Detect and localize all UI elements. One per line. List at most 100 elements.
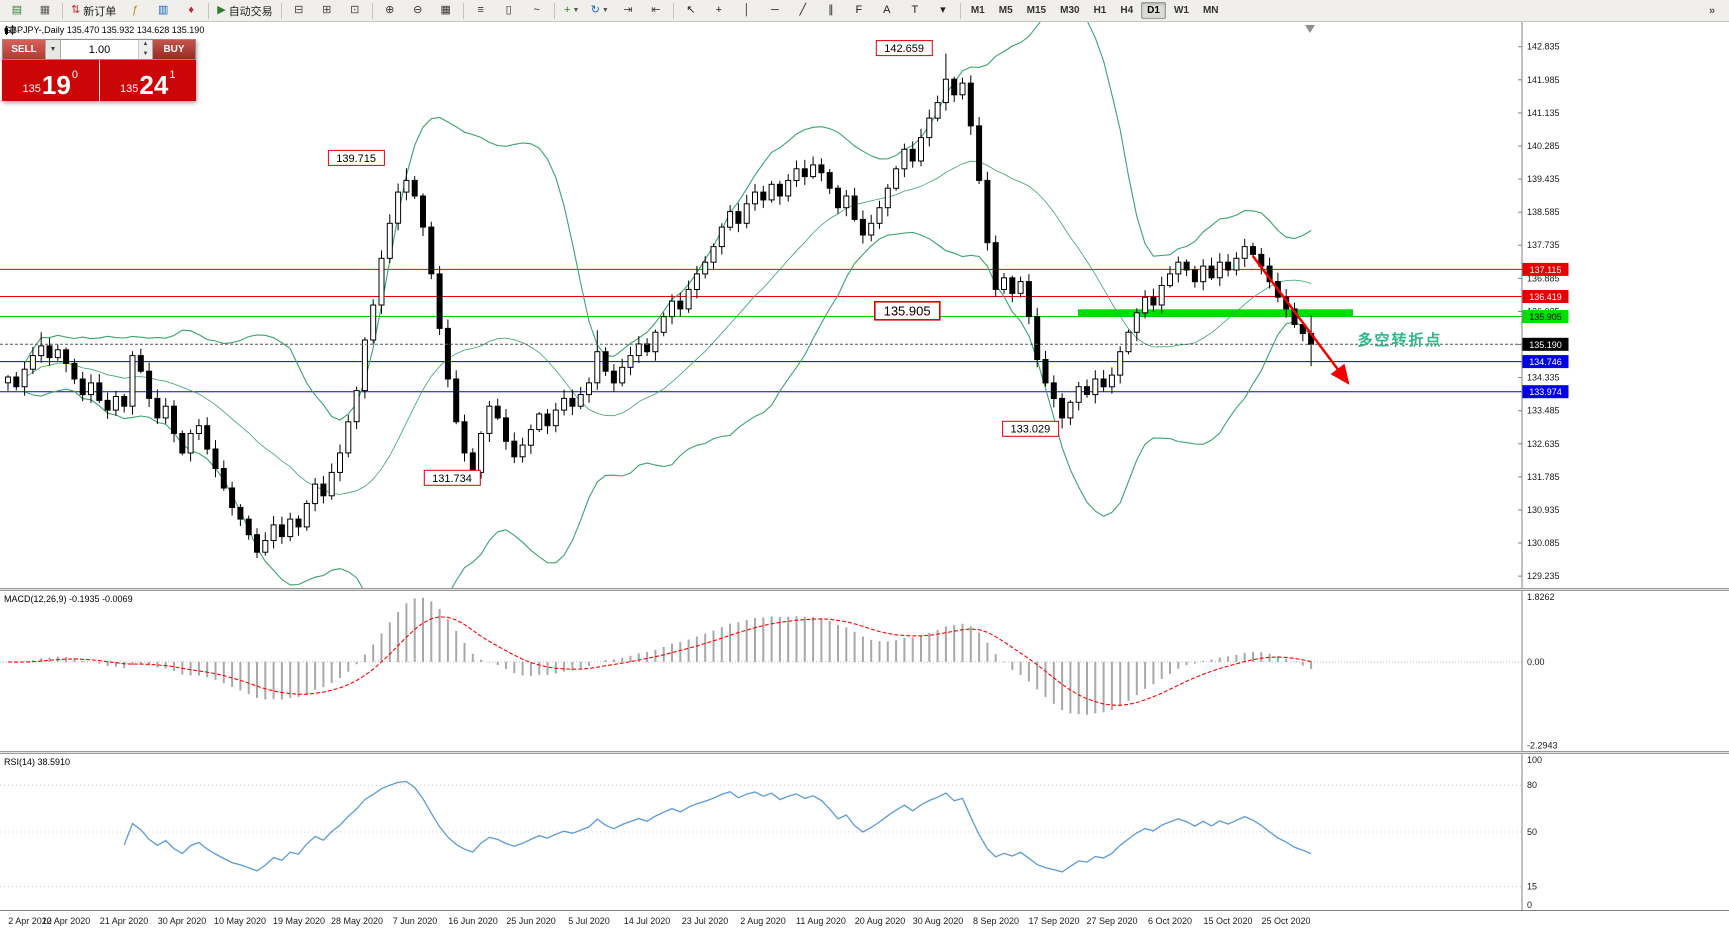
vertical-line-button[interactable]: │: [734, 1, 760, 21]
timeframe-d1-button[interactable]: D1: [1141, 2, 1166, 19]
date-label: 21 Apr 2020: [99, 916, 149, 926]
autotrading-icon: ▶: [217, 4, 226, 16]
svg-text:133.029: 133.029: [1011, 424, 1051, 436]
fibonacci-button[interactable]: F: [846, 1, 872, 21]
timeframe-m15-button[interactable]: M15: [1026, 5, 1047, 16]
volume-input[interactable]: [61, 40, 138, 59]
date-label: 27 Sep 2020: [1086, 916, 1138, 926]
sell-options-caret[interactable]: ▼: [45, 40, 61, 59]
text-button[interactable]: A: [874, 1, 900, 21]
toolbar-separator: [208, 2, 210, 19]
main-price-pane[interactable]: 142.659 139.715 135.905 133.029 131.734 多空转折点…: [0, 22, 1729, 588]
autotrading-button[interactable]: ▶ 自动交易: [213, 1, 276, 21]
macd-pane[interactable]: 1.8262 0.00 -2.2943: [0, 591, 1729, 751]
svg-text:0.00: 0.00: [1527, 657, 1545, 667]
grid-button[interactable]: ▦: [433, 1, 459, 21]
channel-button[interactable]: ∥: [818, 1, 844, 21]
date-label: 25 Jun 2020: [506, 916, 556, 926]
new-order-button[interactable]: ⇅ 新订单: [67, 1, 120, 21]
toolbar-overflow-button[interactable]: »: [1708, 4, 1716, 17]
price-axis[interactable]: 142.835 141.985 141.135 140.285 139.435 138.5…: [1518, 22, 1560, 588]
annotation-note[interactable]: 多空转折点: [1357, 331, 1442, 349]
price-tag: 134.746: [1522, 355, 1569, 369]
timeframe-m30-button[interactable]: M30: [1060, 5, 1080, 16]
time-axis[interactable]: 2 Apr 2020 12 Apr 2020 21 Apr 2020 30 Apr 2…: [0, 910, 1729, 943]
annotation-labels[interactable]: 142.659 139.715 135.905 133.029 131.734: [327, 40, 1060, 486]
timeframe-m1-button[interactable]: M1: [970, 5, 985, 16]
tile-horizontal-button[interactable]: ⊟: [286, 1, 312, 21]
symbol-ohlc-line: GBPJPY-,Daily 135.470 135.932 134.628 13…: [4, 24, 205, 35]
chart-window[interactable]: 142.659 139.715 135.905 133.029 131.734 多空转折点…: [0, 22, 1729, 943]
svg-text:80: 80: [1527, 780, 1537, 790]
timeframe-h1-button[interactable]: H1: [1093, 5, 1107, 16]
bollinger-upper: [24, 22, 1312, 421]
volume-stepper[interactable]: ▲ ▼: [138, 40, 152, 59]
bar-chart-button[interactable]: ≡: [468, 1, 494, 21]
date-label: 2 Apr 2020: [8, 916, 52, 926]
date-label: 10 May 2020: [213, 916, 267, 926]
date-label: 19 May 2020: [272, 916, 326, 926]
add-indicator-button[interactable]: + ▼: [559, 1, 585, 21]
sell-price-int: 135: [22, 83, 41, 95]
toolbar: ▤ ▦ ⇅ 新订单 ƒ ▥ ♦ ▶ 自动交易 ⊟ ⊞ ⊡ ⊕ ⊖ ▦ ≡ ▯ ~ + ▼ ↻ ▼ ⇥ ⇤ ↖ + │ ─ ╱ ∥ F A T ▾ M…: [0, 0, 1729, 22]
pane-splitter[interactable]: [0, 588, 1729, 591]
support-zone-rect[interactable]: [1078, 309, 1353, 317]
chart-profiles-icon: ▦: [39, 4, 51, 16]
period-button[interactable]: ↻ ▼: [587, 1, 613, 21]
chart-profiles-button[interactable]: ▦: [32, 1, 58, 21]
new-order-button-label: 新订单: [83, 5, 117, 18]
svg-text:138.585: 138.585: [1527, 207, 1560, 217]
toolbar-separator: [672, 2, 674, 19]
cascade-windows-button[interactable]: ⊡: [342, 1, 368, 21]
alerts-button[interactable]: ♦: [178, 1, 204, 21]
symbol-ohlc-text: GBPJPY-,Daily 135.470 135.932 134.628 13…: [4, 25, 205, 35]
timeframe-mn-button[interactable]: MN: [1202, 5, 1219, 16]
svg-text:135.190: 135.190: [1529, 340, 1562, 350]
auto-scroll-button[interactable]: ⇥: [615, 1, 641, 21]
rsi-axis[interactable]: 100 80 50 15 0: [1521, 754, 1542, 910]
candles-layer: [5, 53, 1315, 558]
macd-axis[interactable]: 1.8262 0.00 -2.2943: [1521, 591, 1558, 751]
timeframe-w1-button[interactable]: W1: [1173, 5, 1189, 16]
chart-shift-marker[interactable]: [1305, 25, 1315, 33]
label-icon: T: [911, 4, 919, 16]
timeframe-m5-button[interactable]: M5: [998, 5, 1013, 16]
pane-splitter[interactable]: [0, 751, 1729, 754]
zoom-out-button[interactable]: ⊖: [405, 1, 431, 21]
tile-vertical-button[interactable]: ⊞: [314, 1, 340, 21]
zoom-in-button[interactable]: ⊕: [377, 1, 403, 21]
bar-chart-icon: ≡: [477, 4, 484, 16]
crosshair-icon: +: [715, 4, 723, 16]
svg-text:131.734: 131.734: [432, 473, 472, 485]
one-click-prices: 135 19 0 135 24 1: [2, 60, 196, 101]
toolbar-separator: [62, 2, 63, 19]
date-label: 23 Jul 2020: [681, 916, 729, 926]
buy-price-frac: 1: [169, 69, 176, 81]
sell-button[interactable]: SELL: [3, 40, 45, 59]
indicator-list-button[interactable]: ƒ: [122, 1, 148, 21]
buy-price-panel[interactable]: 135 24 1: [99, 60, 196, 101]
svg-text:131.785: 131.785: [1527, 472, 1560, 482]
sell-price-panel[interactable]: 135 19 0: [2, 60, 100, 101]
svg-text:134.746: 134.746: [1529, 357, 1562, 367]
horizontal-line-button[interactable]: ─: [762, 1, 788, 21]
svg-text:134.335: 134.335: [1527, 373, 1560, 383]
label-button[interactable]: T: [902, 1, 928, 21]
line-chart-button[interactable]: ~: [524, 1, 550, 21]
chart-shift-button[interactable]: ⇤: [643, 1, 669, 21]
new-order-icon: ⇅: [71, 4, 81, 16]
cursor-button[interactable]: ↖: [678, 1, 704, 21]
date-label: 25 Oct 2020: [1261, 916, 1311, 926]
buy-button[interactable]: BUY: [153, 40, 195, 59]
trend-arrow[interactable]: [1252, 255, 1350, 385]
template-button[interactable]: ▥: [150, 1, 176, 21]
candlestick-chart-button[interactable]: ▯: [496, 1, 522, 21]
trendline-button[interactable]: ╱: [790, 1, 816, 21]
timeframe-h4-button[interactable]: H4: [1120, 5, 1134, 16]
toolbar-separator: [371, 2, 373, 19]
rsi-pane[interactable]: 100 80 50 15 0: [0, 754, 1729, 910]
price-tag: 133.974: [1522, 385, 1569, 399]
new-chart-button[interactable]: ▤: [4, 1, 30, 21]
shapes-button[interactable]: ▾: [930, 1, 956, 21]
crosshair-button[interactable]: +: [706, 1, 732, 21]
